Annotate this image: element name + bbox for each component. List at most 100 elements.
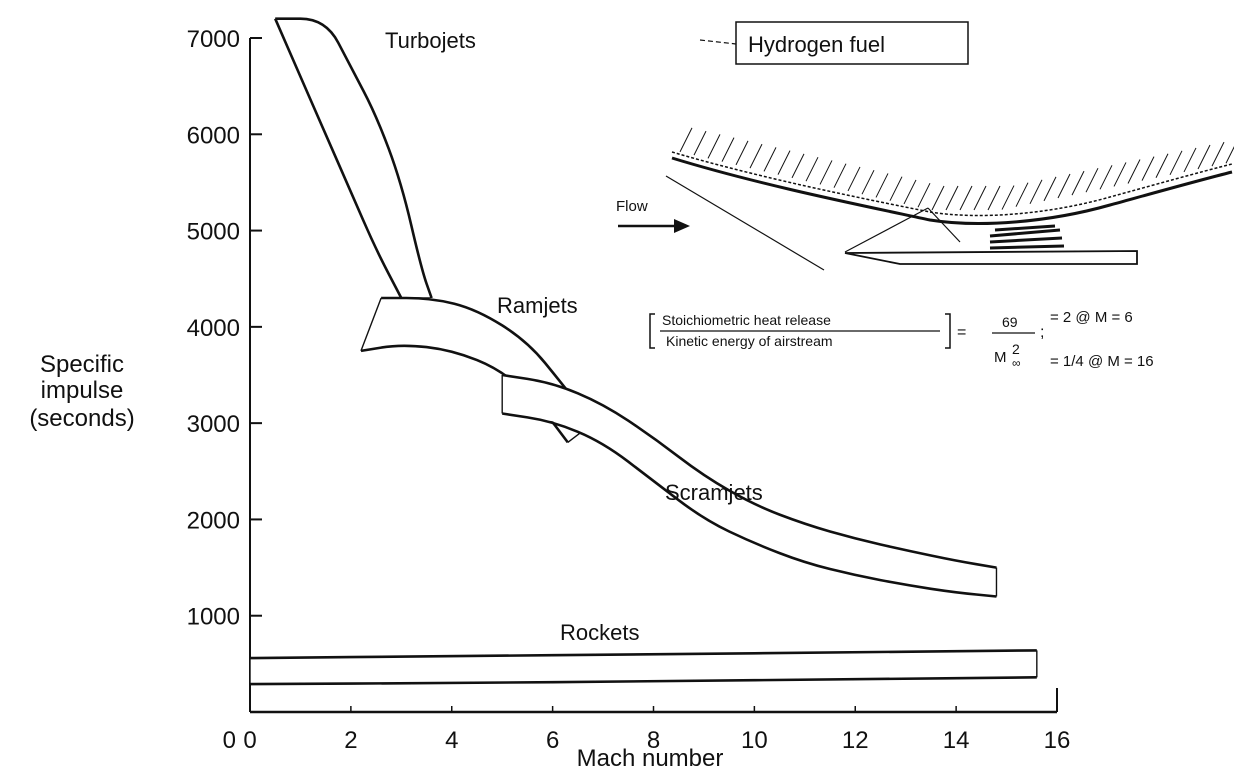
ramp-line <box>844 207 929 253</box>
band-fill-ramjets <box>361 298 593 443</box>
ratio-denominator: Kinetic energy of airstream <box>666 333 833 349</box>
fuel-jets <box>989 224 1065 250</box>
band-upper-turbojets <box>275 17 433 299</box>
hatch-line <box>791 153 805 179</box>
hatch-line <box>1211 141 1225 167</box>
hatch-line <box>819 160 833 185</box>
x-tick-label: 2 <box>344 727 357 754</box>
hatch-line <box>1169 150 1183 176</box>
hatch-line <box>1071 170 1085 196</box>
y-axis-title-line-1: Specific <box>40 351 124 378</box>
hatch-line <box>693 130 707 156</box>
band-start-cap-ramjets <box>360 297 382 352</box>
hatch-line <box>1127 159 1141 184</box>
band-upper-ramjets <box>381 296 595 424</box>
band-fill-rockets <box>250 650 1037 685</box>
hatch-line <box>1225 146 1234 164</box>
band-fill-turbojets <box>275 18 432 298</box>
shock-line <box>665 175 825 271</box>
scramjet-inset-diagram: Hydrogen fuel Flow <box>616 21 1234 271</box>
hatch-line <box>1015 182 1029 207</box>
band-label-scramjets: Scramjets <box>665 480 763 505</box>
hatch-line <box>847 166 861 192</box>
hatch-line <box>973 185 987 211</box>
band-label-turbojets: Turbojets <box>385 28 476 53</box>
x-tick-label: 16 <box>1044 727 1071 754</box>
hatch-line <box>749 143 763 169</box>
flow-label: Flow <box>616 198 648 215</box>
hatch-line <box>707 134 721 159</box>
ramp-line-2 <box>927 207 961 243</box>
hatch-line <box>735 140 749 166</box>
wall-hatch <box>679 127 1234 211</box>
y-axis-title-line-3: (seconds) <box>29 405 134 432</box>
band-lower-rockets <box>249 676 1037 686</box>
formula-subscript: ∞ <box>1012 356 1021 370</box>
y-tick-label: 2000 <box>187 507 240 534</box>
x-tick-label: 6 <box>546 727 559 754</box>
equals-sign: = <box>957 324 966 341</box>
hatch-line <box>1197 144 1211 170</box>
y-axis-title-line-2: impulse <box>41 377 124 404</box>
formula-exponent: 2 <box>1012 341 1020 357</box>
band-lower-turbojets <box>274 18 403 299</box>
hatch-line <box>959 185 973 211</box>
hatch-line <box>875 173 889 198</box>
fuel-leader-line <box>699 39 737 45</box>
hatch-line <box>1099 165 1113 190</box>
fuel-strut <box>844 250 1138 265</box>
hatch-line <box>777 150 791 175</box>
x-tick-label: 12 <box>842 727 869 754</box>
inlet-wall-inner <box>671 151 1233 217</box>
flow-arrow-head <box>674 219 690 233</box>
y-tick-label: 3000 <box>187 411 240 438</box>
y-ticks: 0 1000 2000 3000 4000 5000 6000 7000 <box>187 26 262 754</box>
hatch-line <box>1141 156 1155 181</box>
hatch-line <box>931 185 945 211</box>
hatch-line <box>1057 173 1071 199</box>
band-label-rockets: Rockets <box>560 620 639 645</box>
band-lower-scramjets <box>502 412 997 598</box>
hatch-line <box>1029 179 1043 205</box>
y-tick-label: 4000 <box>187 315 240 342</box>
x-ticks: 0 2 4 6 8 10 12 14 16 <box>243 706 1070 754</box>
formula-semicolon: ; <box>1040 324 1044 341</box>
bracket-right <box>945 313 951 349</box>
fuel-label-box <box>735 21 969 65</box>
hatch-line <box>1155 153 1169 178</box>
formula-denominator: M <box>994 349 1007 366</box>
hatch-line <box>1085 167 1099 193</box>
hatch-line <box>903 179 917 205</box>
hatch-line <box>1043 176 1057 202</box>
y-tick-label: 7000 <box>187 26 240 53</box>
y-tick-label: 5000 <box>187 219 240 246</box>
hatch-line <box>763 147 777 172</box>
x-tick-label: 10 <box>741 727 768 754</box>
hatch-line <box>1113 162 1127 187</box>
band-label-ramjets: Ramjets <box>497 293 578 318</box>
hatch-line <box>917 182 931 208</box>
x-tick-label: 14 <box>943 727 970 754</box>
band-upper-rockets <box>249 649 1037 660</box>
formula-numerator: 69 <box>1002 314 1018 330</box>
hatch-line <box>945 185 959 211</box>
hatch-line <box>987 185 1001 211</box>
x-tick-label: 0 <box>243 727 256 754</box>
y-tick-label: 1000 <box>187 604 240 631</box>
band-fill-scramjets <box>502 375 997 597</box>
y-tick-label: 0 <box>223 727 236 754</box>
hatch-line <box>833 163 847 188</box>
y-tick-label: 6000 <box>187 122 240 149</box>
x-tick-label: 4 <box>445 727 458 754</box>
result-line-1: = 2 @ M = 6 <box>1050 309 1133 326</box>
hatch-line <box>889 176 903 201</box>
performance-bands <box>249 17 1038 686</box>
hatch-line <box>861 169 875 195</box>
x-tick-label: 8 <box>647 727 660 754</box>
hatch-line <box>1001 185 1015 210</box>
hatch-line <box>721 137 735 162</box>
ratio-numerator: Stoichiometric heat release <box>662 312 831 328</box>
result-line-2: = 1/4 @ M = 16 <box>1050 353 1154 370</box>
hatch-line <box>1183 147 1197 173</box>
